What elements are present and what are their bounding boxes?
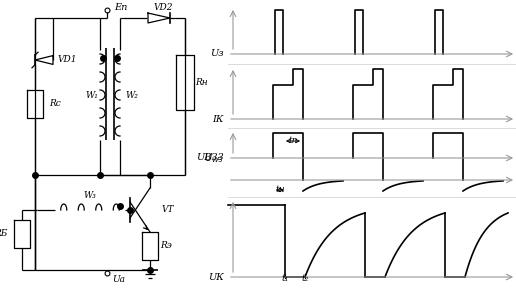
Text: Eп: Eп — [115, 4, 127, 12]
Text: W₂: W₂ — [125, 91, 138, 99]
Text: IК: IК — [213, 114, 224, 124]
Polygon shape — [148, 13, 170, 23]
Text: VD2: VD2 — [153, 4, 173, 12]
Text: RБ: RБ — [0, 230, 8, 238]
Text: VD1: VD1 — [57, 55, 77, 65]
Text: t₁: t₁ — [281, 274, 288, 283]
Text: W₁: W₁ — [86, 91, 99, 99]
Text: UВ͂3: UВ͂3 — [0, 294, 1, 295]
Polygon shape — [35, 55, 53, 64]
Text: VT: VT — [162, 206, 174, 214]
Text: tп: tп — [288, 136, 298, 145]
Text: t₂: t₂ — [301, 274, 309, 283]
Text: tн: tн — [275, 185, 285, 194]
Text: Rн: Rн — [195, 78, 207, 87]
Text: W₃: W₃ — [84, 191, 96, 201]
Text: Rс: Rс — [49, 99, 61, 109]
Text: Uа: Uа — [112, 276, 125, 284]
Text: UВЗ3: UВЗ3 — [196, 153, 224, 163]
Text: $U_{W3}$: $U_{W3}$ — [204, 151, 224, 165]
Text: UК: UК — [208, 273, 224, 281]
Text: Rэ: Rэ — [160, 242, 172, 250]
Text: Uз: Uз — [211, 50, 224, 58]
